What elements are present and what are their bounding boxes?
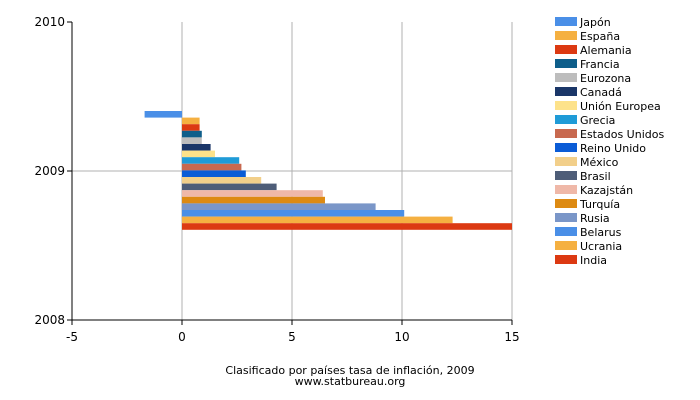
legend-label: Turquía	[579, 198, 620, 211]
bar-kazajstán	[182, 190, 323, 197]
legend-swatch	[555, 129, 577, 138]
bar-francia	[182, 130, 202, 138]
legend-label: Reino Unido	[580, 142, 646, 155]
bars	[144, 111, 512, 230]
bar-estados-unidos	[182, 163, 242, 171]
legend-label: India	[580, 254, 607, 267]
bar-reino-unido	[182, 170, 246, 177]
legend-label: México	[580, 156, 619, 169]
legend-swatch	[555, 157, 577, 166]
bar-india	[182, 223, 512, 230]
legend-label: Canadá	[580, 86, 622, 99]
bar-eurozona	[182, 137, 202, 144]
legend-label: Rusia	[580, 212, 610, 225]
y-tick-label: 2010	[34, 15, 65, 29]
legend-swatch	[555, 227, 577, 236]
legend-swatch	[555, 255, 577, 264]
legend-swatch	[555, 31, 577, 40]
legend-item: Francia	[555, 58, 620, 71]
legend-label: Grecia	[580, 114, 615, 127]
bar-méxico	[182, 177, 262, 184]
legend-item: Brasil	[555, 170, 611, 183]
y-tick-label: 2009	[34, 164, 65, 178]
legend-swatch	[555, 185, 577, 194]
legend-swatch	[555, 115, 577, 124]
legend-item: Estados Unidos	[555, 128, 664, 141]
legend-item: Kazajstán	[555, 184, 633, 197]
x-tick-label: 10	[394, 330, 409, 344]
legend-label: Ucrania	[580, 240, 622, 253]
legend-item: Unión Europea	[555, 100, 661, 113]
bar-españa	[182, 117, 200, 125]
legend-label: Eurozona	[580, 72, 631, 85]
bar-rusia	[182, 203, 376, 210]
legend-item: México	[555, 156, 619, 169]
legend-item: Japón	[555, 16, 611, 29]
x-tick-label: 5	[288, 330, 296, 344]
legend-swatch	[555, 143, 577, 152]
legend-item: Ucrania	[555, 240, 622, 253]
bar-turquía	[182, 196, 325, 204]
chart-source: www.statbureau.org	[294, 375, 406, 388]
legend-label: Brasil	[580, 170, 611, 183]
legend-label: Unión Europea	[580, 100, 661, 113]
legend-swatch	[555, 213, 577, 222]
legend-label: Belarus	[580, 226, 622, 239]
legend-swatch	[555, 101, 577, 110]
legend-swatch	[555, 17, 577, 26]
legend-swatch	[555, 241, 577, 250]
chart-title: Clasificado por países tasa de inflación…	[225, 364, 475, 377]
bar-japón	[144, 111, 182, 118]
x-tick-label: -5	[66, 330, 78, 344]
legend-item: Grecia	[555, 114, 615, 127]
legend-item: Rusia	[555, 212, 610, 225]
legend-label: España	[580, 30, 620, 43]
legend-item: India	[555, 254, 607, 267]
legend-swatch	[555, 73, 577, 82]
bar-unión-europea	[182, 150, 215, 158]
legend-item: Canadá	[555, 86, 622, 99]
legend-label: Alemania	[580, 44, 632, 57]
legend-item: Turquía	[555, 198, 620, 211]
legend-label: Japón	[579, 16, 611, 29]
legend-swatch	[555, 87, 577, 96]
legend-label: Estados Unidos	[580, 128, 664, 141]
axes	[67, 21, 513, 325]
bar-alemania	[182, 124, 200, 131]
legend-label: Kazajstán	[580, 184, 633, 197]
y-tick-label: 2008	[34, 313, 65, 327]
legend-swatch	[555, 45, 577, 54]
bar-ucrania	[182, 216, 453, 224]
legend-swatch	[555, 171, 577, 180]
legend-item: Reino Unido	[555, 142, 646, 155]
y-tick-labels: 2010 2009 2008	[34, 15, 65, 327]
x-tick-labels: -5 0 5 10 15	[66, 330, 520, 344]
legend-swatch	[555, 199, 577, 208]
legend: JapónEspañaAlemaniaFranciaEurozonaCanadá…	[555, 16, 664, 267]
bar-canadá	[182, 144, 211, 151]
legend-item: España	[555, 30, 620, 43]
x-tick-label: 0	[178, 330, 186, 344]
legend-item: Eurozona	[555, 72, 631, 85]
bar-grecia	[182, 157, 240, 164]
legend-swatch	[555, 59, 577, 68]
x-tick-label: 15	[504, 330, 519, 344]
legend-item: Alemania	[555, 44, 632, 57]
bar-brasil	[182, 183, 277, 191]
legend-item: Belarus	[555, 226, 622, 239]
bar-belarus	[182, 210, 405, 217]
legend-label: Francia	[580, 58, 620, 71]
